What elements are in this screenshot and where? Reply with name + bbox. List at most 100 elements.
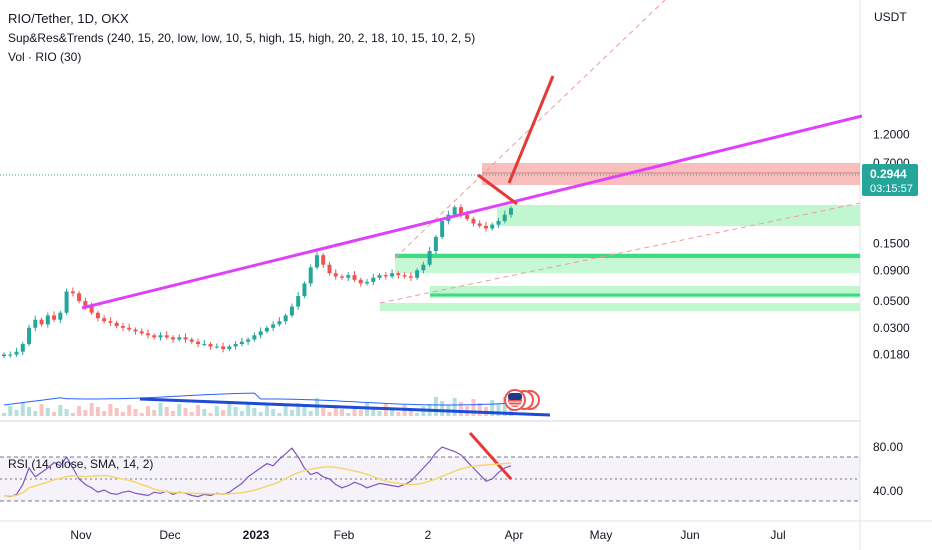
candle-9[interactable] [58, 312, 63, 320]
candle-45[interactable] [283, 315, 288, 322]
candle-8[interactable] [52, 315, 57, 320]
candle-50[interactable] [314, 255, 319, 268]
candle-67[interactable] [421, 264, 426, 271]
candle-32[interactable] [202, 344, 207, 346]
magenta-trendline-long[interactable] [332, 114, 863, 248]
candle-20[interactable] [127, 327, 132, 330]
candle-79[interactable] [496, 221, 501, 225]
candle-80[interactable] [502, 214, 507, 222]
candle-2[interactable] [14, 351, 19, 355]
indicator-legend[interactable]: Sup&Res&Trends (240, 15, 20, low, low, 1… [8, 31, 476, 45]
candles[interactable] [2, 204, 513, 359]
candle-57[interactable] [358, 279, 363, 284]
candle-48[interactable] [302, 283, 307, 297]
candle-3[interactable] [20, 344, 25, 352]
candle-60[interactable] [377, 275, 382, 278]
blue-support-line[interactable] [139, 397, 551, 417]
candle-63[interactable] [396, 273, 401, 276]
candle-58[interactable] [365, 281, 370, 284]
candle-39[interactable] [246, 339, 251, 342]
support-zone-4[interactable] [380, 303, 860, 311]
candle-24[interactable] [152, 335, 157, 338]
candle-27[interactable] [171, 337, 175, 340]
candle-23[interactable] [145, 333, 150, 336]
candle-15[interactable] [95, 312, 100, 319]
volume-bar-27 [171, 411, 175, 416]
candle-62[interactable] [390, 273, 395, 277]
candle-61[interactable] [383, 275, 388, 277]
candle-65[interactable] [408, 276, 413, 278]
candle-12[interactable] [77, 293, 82, 302]
red-projection-line[interactable] [507, 75, 555, 184]
candle-26[interactable] [164, 335, 169, 338]
candle-72[interactable] [452, 207, 457, 215]
candle-7[interactable] [45, 315, 50, 325]
candle-81[interactable] [509, 208, 513, 215]
candle-78[interactable] [490, 224, 495, 229]
event-flags-icon[interactable] [504, 389, 540, 411]
candle-33[interactable] [208, 344, 213, 347]
candle-31[interactable] [196, 341, 201, 345]
candle-35[interactable] [221, 346, 226, 350]
candle-53[interactable] [333, 273, 338, 277]
candle-54[interactable] [340, 276, 344, 278]
red-wedge-line[interactable] [477, 173, 518, 206]
time-tick-0: Nov [70, 528, 91, 542]
candle-10[interactable] [64, 291, 69, 313]
candle-14[interactable] [89, 306, 94, 313]
candle-36[interactable] [227, 346, 232, 350]
time-tick-4: 2 [425, 528, 432, 542]
candle-51[interactable] [321, 255, 326, 265]
candle-77[interactable] [483, 225, 488, 229]
candle-70[interactable] [440, 221, 445, 237]
candle-0[interactable] [2, 354, 6, 357]
candle-52[interactable] [327, 264, 332, 274]
candle-22[interactable] [139, 331, 144, 334]
candle-25[interactable] [158, 335, 163, 338]
support-zone-1[interactable] [497, 205, 860, 226]
magenta-trendline-left[interactable] [81, 244, 334, 310]
candle-38[interactable] [239, 341, 244, 345]
candle-68[interactable] [427, 250, 432, 265]
candle-69[interactable] [433, 236, 438, 251]
candle-5[interactable] [33, 319, 38, 328]
candle-6[interactable] [39, 319, 44, 325]
candle-73[interactable] [458, 207, 463, 215]
candle-21[interactable] [133, 329, 138, 332]
candle-75[interactable] [471, 218, 476, 224]
candle-64[interactable] [402, 275, 407, 277]
rsi-legend[interactable]: RSI (14, close, SMA, 14, 2) [8, 457, 154, 471]
candle-43[interactable] [271, 324, 276, 328]
candle-19[interactable] [120, 326, 125, 328]
candle-4[interactable] [27, 327, 32, 345]
candle-17[interactable] [108, 321, 113, 323]
candle-76[interactable] [477, 223, 482, 226]
candle-30[interactable] [189, 339, 194, 342]
symbol-title[interactable]: RIO/Tether, 1D, OKX [8, 11, 129, 26]
candle-59[interactable] [371, 277, 376, 282]
candle-66[interactable] [415, 270, 420, 278]
candle-11[interactable] [70, 291, 75, 294]
red-rsi-line[interactable] [468, 432, 513, 480]
candle-29[interactable] [183, 337, 188, 340]
candle-18[interactable] [114, 322, 119, 327]
candle-56[interactable] [352, 275, 357, 280]
candle-34[interactable] [214, 346, 219, 348]
volume-legend[interactable]: Vol · RIO (30) [8, 50, 82, 64]
candle-55[interactable] [346, 275, 351, 278]
candle-49[interactable] [308, 267, 313, 284]
candle-13[interactable] [83, 301, 88, 307]
candle-37[interactable] [233, 344, 238, 347]
candle-28[interactable] [177, 337, 182, 340]
candle-42[interactable] [264, 327, 269, 332]
candle-41[interactable] [258, 331, 263, 336]
candle-74[interactable] [465, 214, 470, 219]
candle-1[interactable] [8, 354, 13, 356]
candle-47[interactable] [296, 296, 301, 307]
candle-46[interactable] [289, 306, 294, 316]
candle-16[interactable] [102, 318, 107, 322]
candle-40[interactable] [252, 335, 257, 340]
price-axis-currency: USDT [874, 10, 907, 24]
candle-44[interactable] [277, 321, 282, 325]
